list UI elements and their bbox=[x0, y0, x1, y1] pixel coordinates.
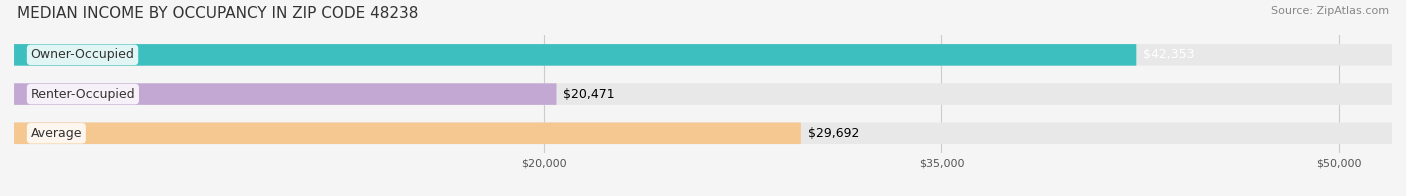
FancyBboxPatch shape bbox=[14, 122, 1392, 144]
FancyBboxPatch shape bbox=[14, 44, 1136, 66]
FancyBboxPatch shape bbox=[14, 83, 557, 105]
Text: Source: ZipAtlas.com: Source: ZipAtlas.com bbox=[1271, 6, 1389, 16]
Text: Renter-Occupied: Renter-Occupied bbox=[31, 88, 135, 101]
Text: MEDIAN INCOME BY OCCUPANCY IN ZIP CODE 48238: MEDIAN INCOME BY OCCUPANCY IN ZIP CODE 4… bbox=[17, 6, 418, 21]
FancyBboxPatch shape bbox=[14, 122, 801, 144]
Text: $20,471: $20,471 bbox=[564, 88, 614, 101]
Text: $29,692: $29,692 bbox=[807, 127, 859, 140]
Text: Average: Average bbox=[31, 127, 82, 140]
Text: Owner-Occupied: Owner-Occupied bbox=[31, 48, 135, 61]
FancyBboxPatch shape bbox=[14, 83, 1392, 105]
Text: $42,353: $42,353 bbox=[1143, 48, 1195, 61]
FancyBboxPatch shape bbox=[14, 44, 1392, 66]
